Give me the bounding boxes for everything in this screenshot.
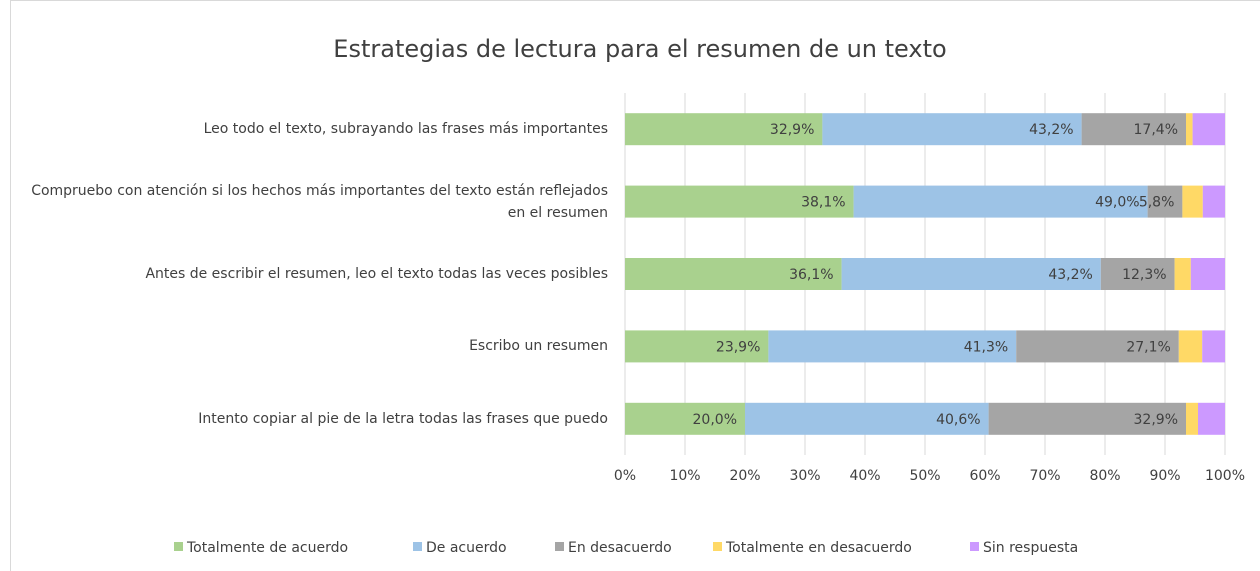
data-label: 40,6% xyxy=(936,412,980,428)
y-tick-label: Intento copiar al pie de la letra todas … xyxy=(198,410,608,427)
data-label: 32,9% xyxy=(1134,412,1178,428)
bar-segment xyxy=(988,402,1186,435)
bar-segment xyxy=(1198,402,1225,435)
bar-segment xyxy=(1147,185,1183,218)
category-label-box: Escribo un resumen xyxy=(469,338,608,355)
x-tick-label: 70% xyxy=(1029,468,1060,484)
data-label: 49,0% xyxy=(1095,195,1139,211)
bar-segment xyxy=(1182,185,1203,218)
bar-segment xyxy=(768,330,1017,363)
data-label: 17,4% xyxy=(1134,122,1178,138)
x-tick-label: 80% xyxy=(1089,468,1120,484)
x-tick-label: 20% xyxy=(729,468,760,484)
data-label: 43,2% xyxy=(1029,122,1073,138)
bar-segment xyxy=(1178,330,1203,363)
bar-segment xyxy=(853,185,1148,218)
bar-segment xyxy=(1202,330,1225,363)
legend-swatch xyxy=(555,542,564,551)
x-tick-label: 60% xyxy=(969,468,1000,484)
y-tick-label: Escribo un resumen xyxy=(469,338,608,355)
legend-label: Sin respuesta xyxy=(983,540,1078,556)
category-label-box: Compruebo con atención si los hechos más… xyxy=(31,182,608,221)
bar-segment xyxy=(625,402,745,435)
data-label: 32,9% xyxy=(770,122,814,138)
bar-segment xyxy=(625,258,842,290)
category-label-box: Leo todo el texto, subrayando las frases… xyxy=(203,121,608,138)
bar-segment xyxy=(1186,402,1198,435)
x-tick-label: 0% xyxy=(614,468,636,484)
data-label: 38,1% xyxy=(801,195,845,211)
y-tick-label: Antes de escribir el resumen, leo el tex… xyxy=(145,266,608,282)
bar-segment xyxy=(1174,258,1191,290)
chart-title: Estrategias de lectura para el resumen d… xyxy=(333,35,946,63)
x-tick-label: 30% xyxy=(789,468,820,484)
data-label: 43,2% xyxy=(1048,267,1092,283)
legend-swatch xyxy=(713,542,722,551)
y-tick-label: Leo todo el texto, subrayando las frases… xyxy=(203,121,608,138)
data-label: 12,3% xyxy=(1122,267,1166,283)
bar-segment xyxy=(1190,258,1225,290)
data-label: 27,1% xyxy=(1126,339,1170,355)
x-tick-label: 40% xyxy=(849,468,880,484)
legend-swatch xyxy=(413,542,422,551)
x-tick-label: 10% xyxy=(669,468,700,484)
category-label-box: Intento copiar al pie de la letra todas … xyxy=(198,410,608,427)
legend-label: Totalmente de acuerdo xyxy=(186,540,348,556)
bar-segment xyxy=(625,113,823,146)
bar-segment xyxy=(625,185,854,218)
y-tick-label: Compruebo con atención si los hechos más… xyxy=(31,182,608,221)
x-tick-label: 50% xyxy=(909,468,940,484)
category-label-box: Antes de escribir el resumen, leo el tex… xyxy=(145,266,608,282)
data-label: 23,9% xyxy=(716,339,760,355)
legend-label: Totalmente en desacuerdo xyxy=(725,540,912,556)
bar-segment xyxy=(841,258,1101,290)
bar-segment xyxy=(1100,258,1175,290)
data-label: 41,3% xyxy=(964,339,1008,355)
bar-segment xyxy=(1192,113,1225,146)
legend-swatch xyxy=(970,542,979,551)
data-label: 20,0% xyxy=(693,412,737,428)
data-label: 36,1% xyxy=(789,267,833,283)
bar-segment xyxy=(1202,185,1225,218)
legend-swatch xyxy=(174,542,183,551)
bar-segment xyxy=(625,330,769,363)
data-label: 5,8% xyxy=(1139,195,1175,211)
bar-segment xyxy=(1016,330,1179,363)
x-tick-label: 100% xyxy=(1205,468,1245,484)
x-tick-label: 90% xyxy=(1149,468,1180,484)
legend-label: En desacuerdo xyxy=(568,540,672,556)
bar-segment xyxy=(745,402,989,435)
bar-segment xyxy=(822,113,1082,146)
bar-segment xyxy=(1081,113,1186,146)
legend-label: De acuerdo xyxy=(426,540,507,556)
bar-segment xyxy=(1186,113,1193,146)
